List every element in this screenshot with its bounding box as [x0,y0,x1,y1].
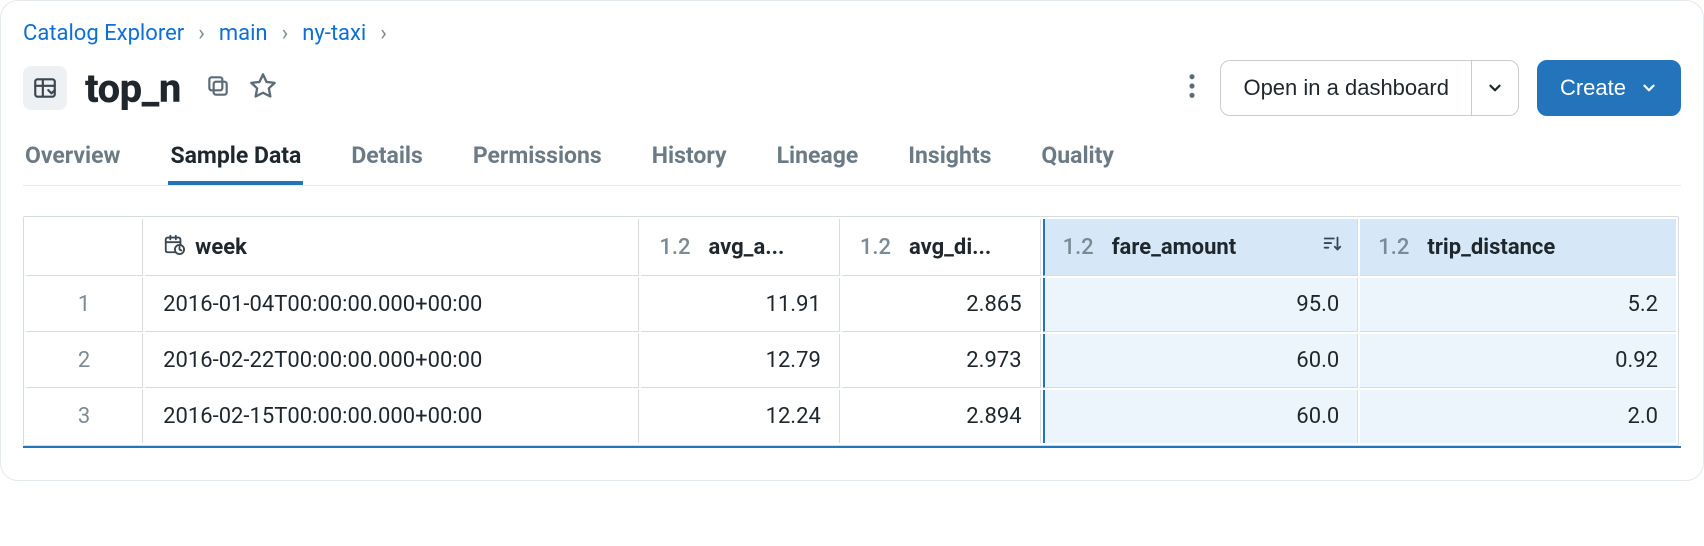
more-menu-icon[interactable] [1182,66,1202,110]
cell-fare-amount: 60.0 [1043,334,1359,388]
column-type-chip: 1.2 [1378,235,1409,260]
page-title: top_n [85,65,181,112]
tab-sample-data[interactable]: Sample Data [168,142,303,185]
sample-data-table: week 1.2 avg_a... 1.2 avg_di... 1.2 fare_am… [23,216,1679,446]
chevron-down-icon [1486,79,1504,97]
column-header-fare-amount[interactable]: 1.2 fare_amount [1043,219,1359,276]
breadcrumb: Catalog Explorer › main › ny-taxi › [23,21,1681,46]
column-label: week [195,235,247,260]
cell-rownum: 2 [26,334,143,388]
star-icon[interactable] [249,72,277,104]
create-button[interactable]: Create [1537,60,1681,116]
open-in-dashboard-dropdown[interactable] [1471,60,1519,116]
cell-fare-amount: 60.0 [1043,390,1359,443]
column-header-week[interactable]: week [145,219,639,276]
column-header-avg-a[interactable]: 1.2 avg_a... [641,219,839,276]
column-header-rownum[interactable] [26,219,143,276]
column-header-avg-di[interactable]: 1.2 avg_di... [842,219,1041,276]
table-type-icon [23,66,67,110]
column-type-chip: 1.2 [1063,235,1094,260]
tab-lineage[interactable]: Lineage [775,142,861,185]
cell-avg-di: 2.973 [842,334,1041,388]
cell-week: 2016-02-15T00:00:00.000+00:00 [145,390,639,443]
cell-rownum: 1 [26,278,143,332]
cell-trip-distance: 2.0 [1360,390,1676,443]
table-row[interactable]: 1 2016-01-04T00:00:00.000+00:00 11.91 2.… [26,278,1676,332]
chevron-right-icon: › [198,23,205,45]
chevron-down-icon [1640,79,1658,97]
cell-trip-distance: 0.92 [1360,334,1676,388]
table-row[interactable]: 3 2016-02-15T00:00:00.000+00:00 12.24 2.… [26,390,1676,443]
tab-insights[interactable]: Insights [906,142,993,185]
calendar-clock-icon [163,233,185,261]
cell-week: 2016-01-04T00:00:00.000+00:00 [145,278,639,332]
column-label: avg_di... [909,235,991,260]
column-label: avg_a... [709,235,785,260]
cell-avg-a: 11.91 [641,278,839,332]
cell-rownum: 3 [26,390,143,443]
sort-desc-icon[interactable] [1321,233,1343,261]
cell-avg-a: 12.79 [641,334,839,388]
column-label: fare_amount [1112,235,1237,260]
tab-overview[interactable]: Overview [23,142,122,185]
copy-icon[interactable] [205,73,231,103]
cell-fare-amount: 95.0 [1043,278,1359,332]
tab-details[interactable]: Details [349,142,424,185]
cell-trip-distance: 5.2 [1360,278,1676,332]
cell-avg-di: 2.894 [842,390,1041,443]
column-type-chip: 1.2 [860,235,891,260]
cell-week: 2016-02-22T00:00:00.000+00:00 [145,334,639,388]
breadcrumb-item[interactable]: ny-taxi [302,21,366,46]
tab-quality[interactable]: Quality [1039,142,1116,185]
chevron-right-icon: › [282,23,289,45]
chevron-right-icon: › [380,23,387,45]
open-in-dashboard-label: Open in a dashboard [1243,75,1449,101]
column-header-trip-distance[interactable]: 1.2 trip_distance [1360,219,1676,276]
cell-avg-di: 2.865 [842,278,1041,332]
column-label: trip_distance [1427,235,1555,260]
create-button-label: Create [1560,75,1626,101]
column-type-chip: 1.2 [659,235,690,260]
breadcrumb-item[interactable]: Catalog Explorer [23,21,184,46]
tab-history[interactable]: History [650,142,729,185]
open-in-dashboard-button[interactable]: Open in a dashboard [1220,60,1471,116]
table-row[interactable]: 2 2016-02-22T00:00:00.000+00:00 12.79 2.… [26,334,1676,388]
tabs: Overview Sample Data Details Permissions… [23,142,1681,186]
breadcrumb-item[interactable]: main [219,21,268,46]
tab-permissions[interactable]: Permissions [471,142,604,185]
cell-avg-a: 12.24 [641,390,839,443]
